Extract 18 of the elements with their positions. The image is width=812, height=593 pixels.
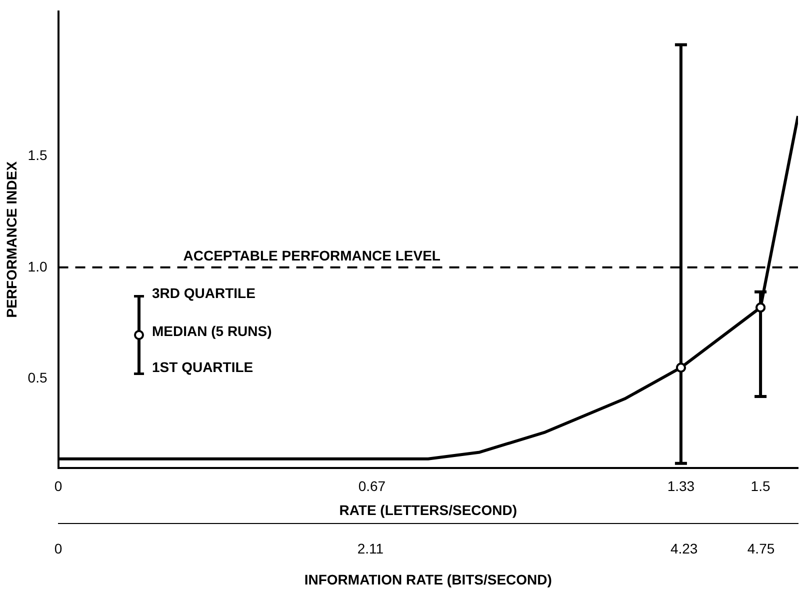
y-tick-label: 1.0 (28, 258, 48, 274)
x2-axis-title: INFORMATION RATE (BITS/SECOND) (304, 571, 552, 588)
y-axis-title: PERFORMANCE INDEX (3, 160, 20, 318)
x2-tick-label: 0 (54, 540, 62, 557)
ref-line-label: ACCEPTABLE PERFORMANCE LEVEL (183, 247, 441, 264)
x-tick-label: 0 (54, 478, 62, 494)
annotation: 3RD QUARTILE (152, 285, 256, 301)
y-tick-label: 0.5 (28, 370, 48, 386)
annotation: 1ST QUARTILE (152, 359, 254, 375)
x2-tick-label: 2.11 (357, 540, 384, 557)
x-tick-label: 0.67 (358, 478, 386, 494)
x2-tick-label: 4.75 (747, 540, 775, 557)
x2-tick-label: 4.23 (670, 540, 698, 557)
y-tick-label: 1.5 (28, 146, 48, 163)
x-tick-label: 1.5 (750, 478, 770, 494)
annotation: MEDIAN (5 RUNS) (152, 323, 272, 339)
x-tick-label: 1.33 (667, 478, 695, 494)
x-axis-title: RATE (LETTERS/SECOND) (339, 502, 518, 518)
